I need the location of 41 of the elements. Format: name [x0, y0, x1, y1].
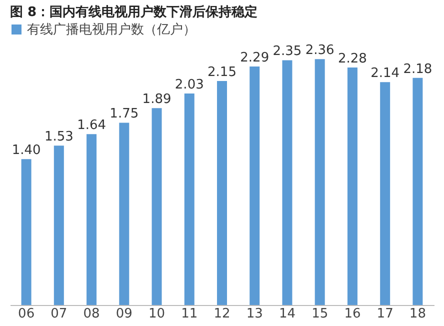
chart-title: 图 8：国内有线电视用户数下滑后保持稳定 — [10, 4, 258, 20]
data-label: 2.35 — [272, 44, 302, 60]
data-label: 2.18 — [403, 62, 432, 77]
x-tick-label: 16 — [344, 306, 361, 322]
x-tick-label: 14 — [278, 306, 296, 322]
bar — [380, 82, 390, 305]
data-label: 2.28 — [338, 52, 367, 66]
data-label: 2.36 — [305, 43, 334, 58]
x-tick-label: 13 — [246, 306, 263, 322]
data-label: 2.03 — [174, 78, 204, 93]
bar — [184, 94, 194, 305]
x-tick-label: 11 — [181, 306, 198, 322]
bar — [119, 122, 130, 305]
bar — [250, 66, 260, 305]
data-label: 1.75 — [110, 106, 139, 122]
bar — [314, 59, 325, 305]
bar — [86, 134, 97, 305]
data-label: 1.89 — [142, 92, 172, 108]
bar — [412, 78, 423, 305]
data-label: 1.53 — [44, 130, 74, 145]
x-tick-label: 09 — [116, 306, 132, 322]
data-label: 1.40 — [12, 143, 41, 158]
legend-label: 有线广播电视用户数（亿户） — [27, 22, 196, 38]
bar — [347, 68, 358, 305]
bar — [282, 60, 292, 305]
data-label: 2.14 — [370, 66, 400, 82]
x-tick-label: 18 — [409, 306, 426, 322]
bar — [21, 159, 32, 305]
data-label: 2.29 — [240, 50, 270, 66]
data-label: 1.64 — [77, 118, 106, 134]
bar — [54, 146, 64, 305]
x-tick-label: 07 — [50, 306, 68, 322]
x-tick-label: 08 — [83, 306, 100, 322]
x-tick-label: 15 — [312, 306, 328, 322]
x-tick-label: 10 — [148, 306, 166, 322]
bar — [217, 81, 227, 305]
x-tick-label: 06 — [18, 306, 35, 322]
x-tick-label: 17 — [376, 306, 394, 322]
x-tick-label: 12 — [214, 306, 230, 322]
bar — [152, 108, 162, 305]
data-label: 2.15 — [208, 65, 236, 80]
